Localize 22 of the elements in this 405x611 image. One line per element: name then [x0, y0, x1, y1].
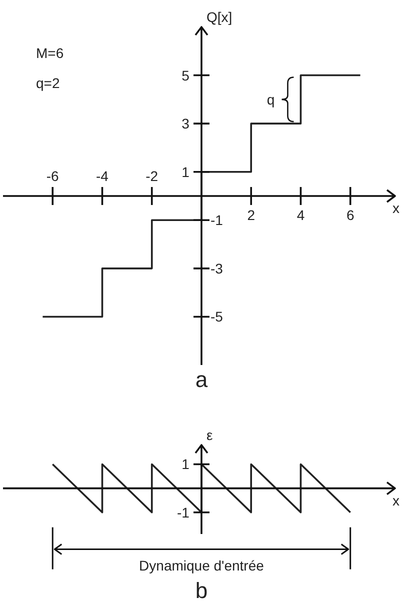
y-tick-label: -1 [177, 504, 190, 520]
x2-tick-label: -2 [146, 168, 158, 184]
y2-tick-label: 3 [182, 116, 190, 132]
y2-tick-label: 5 [182, 67, 190, 84]
text: a [195, 367, 208, 392]
text: b [195, 578, 208, 603]
y-tick-label: -3 [210, 260, 224, 276]
y-tick-label: -1 [210, 212, 224, 228]
y-tick-label: -5 [210, 308, 224, 325]
annotation: q=2 [36, 75, 60, 91]
text: Dynamique d'entrée [139, 557, 264, 574]
x-tick-label: 6 [346, 207, 354, 223]
y-axis-title: Q[x] [206, 9, 232, 25]
annotation: M=6 [36, 45, 64, 61]
x2-tick-label: -6 [46, 168, 60, 184]
x-tick-label: 4 [296, 207, 305, 223]
y-axis-title: ε [206, 427, 213, 443]
annotation: q [266, 91, 275, 108]
x-axis-title: x [392, 200, 400, 216]
x-tick-label: 2 [247, 207, 256, 223]
x-axis-title: x [392, 492, 400, 508]
x2-tick-label: -4 [96, 168, 109, 184]
